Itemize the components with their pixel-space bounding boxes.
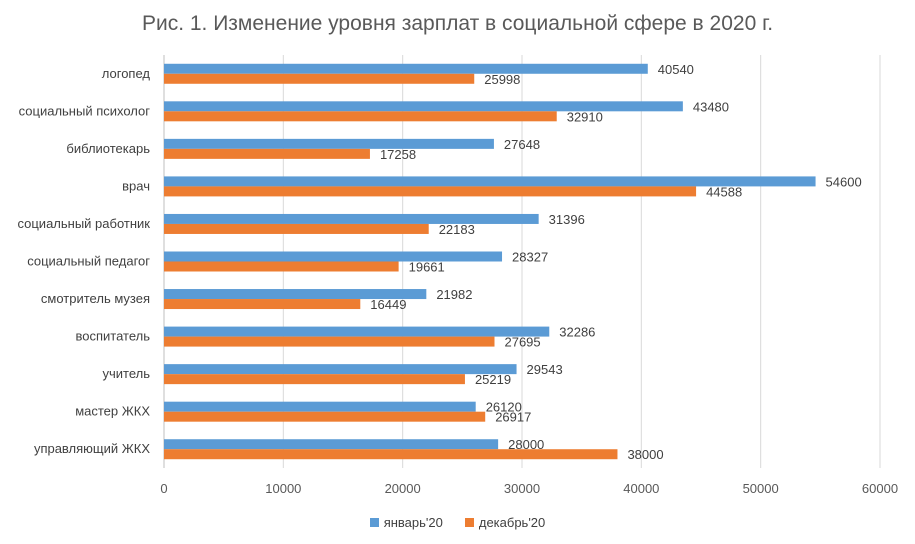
data-label: 32286	[559, 325, 595, 340]
category-label: смотритель музея	[41, 291, 150, 306]
bar	[164, 299, 361, 310]
data-label: 19661	[409, 260, 445, 275]
category-label: социальный педагог	[27, 254, 150, 269]
chart-title: Рис. 1. Изменение уровня зарплат в социа…	[141, 12, 774, 35]
bar	[164, 148, 370, 159]
data-label: 28327	[512, 250, 548, 265]
bar	[164, 101, 683, 112]
data-label: 29543	[527, 362, 563, 377]
data-label: 26120	[486, 400, 522, 415]
x-tick-label: 60000	[862, 481, 898, 496]
x-tick-label: 20000	[385, 481, 421, 496]
bar	[164, 111, 557, 122]
x-tick-label: 0	[160, 481, 167, 496]
category-label: учитель	[103, 366, 151, 381]
legend-label-december: декабрь'20	[478, 515, 546, 530]
bar	[164, 336, 495, 347]
category-label: врач	[122, 178, 150, 193]
bar	[164, 326, 550, 337]
category-label: управляющий ЖКХ	[34, 441, 150, 456]
data-label: 26917	[495, 410, 531, 425]
data-label: 27648	[504, 137, 540, 152]
bar	[164, 251, 503, 262]
data-label: 40540	[658, 62, 694, 77]
bar	[164, 73, 475, 84]
bar	[164, 261, 399, 272]
category-label: социальный психолог	[19, 103, 151, 118]
data-label: 27695	[504, 335, 540, 350]
category-label: мастер ЖКХ	[75, 404, 150, 419]
data-label: 54600	[826, 174, 862, 189]
bar	[164, 364, 517, 375]
category-label: логопед	[102, 66, 151, 81]
data-label: 22183	[439, 222, 475, 237]
category-label: библиотекарь	[66, 141, 150, 156]
data-label: 43480	[693, 99, 729, 114]
x-tick-label: 40000	[623, 481, 659, 496]
x-tick-label: 30000	[504, 481, 540, 496]
legend-item-january: январь'20	[369, 515, 443, 530]
category-label: социальный работник	[17, 216, 150, 231]
legend: январь'20 декабрь'20	[0, 515, 915, 530]
bar	[164, 374, 465, 385]
bar	[164, 63, 648, 74]
bar	[164, 138, 494, 149]
bar	[164, 289, 427, 300]
legend-label-january: январь'20	[383, 515, 443, 530]
data-label: 28000	[508, 437, 544, 452]
bar	[164, 411, 486, 422]
bar	[164, 401, 476, 412]
x-tick-label: 10000	[265, 481, 301, 496]
category-label: воспитатель	[75, 329, 150, 344]
bar	[164, 449, 618, 460]
legend-swatch-december	[464, 518, 474, 527]
data-label: 21982	[436, 287, 472, 302]
x-tick-label: 50000	[743, 481, 779, 496]
bar	[164, 213, 539, 224]
data-label: 17258	[380, 147, 416, 162]
data-label: 38000	[627, 447, 663, 462]
legend-item-december: декабрь'20	[464, 515, 546, 530]
bar	[164, 186, 697, 197]
data-label: 32910	[567, 109, 603, 124]
data-label: 25219	[475, 372, 511, 387]
data-label: 25998	[484, 72, 520, 87]
bar	[164, 176, 816, 187]
data-label: 31396	[549, 212, 585, 227]
legend-swatch-january	[369, 518, 379, 527]
bar	[164, 223, 429, 234]
data-label: 44588	[706, 184, 742, 199]
bar	[164, 439, 499, 450]
data-label: 16449	[370, 297, 406, 312]
